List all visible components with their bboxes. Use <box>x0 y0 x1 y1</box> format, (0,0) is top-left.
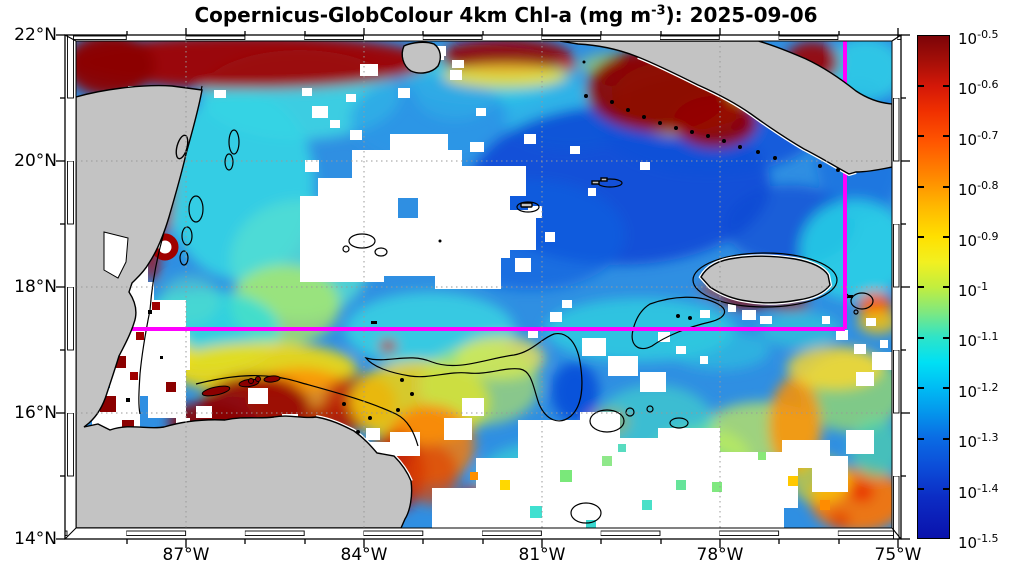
colorbar-label: 10-1.2 <box>958 380 999 401</box>
colorbar-tick <box>943 186 949 188</box>
colorbar-tick <box>918 488 924 490</box>
colorbar-tick <box>918 438 924 440</box>
lon-label-84w: 84°W <box>340 545 388 565</box>
colorbar-label: 10-1.3 <box>958 431 999 452</box>
colorbar-tick <box>918 85 924 87</box>
title-superscript: -3 <box>651 3 666 19</box>
bay-islands <box>201 375 281 397</box>
chetumal-cloud-patch <box>103 231 129 279</box>
colorbar-label: 10-0.8 <box>958 179 999 200</box>
colorbar-tick <box>943 337 949 339</box>
land-yucatan-central-america <box>76 84 413 528</box>
colorbar-tick <box>943 438 949 440</box>
lon-label-75w: 75°W <box>874 545 922 565</box>
lon-label-81w: 81°W <box>518 545 566 565</box>
colorbar-tick <box>943 135 949 137</box>
lon-label-87w: 87°W <box>162 545 210 565</box>
colorbar-tick <box>943 488 949 490</box>
axes-frame <box>56 28 910 548</box>
offshore-cays <box>342 60 853 434</box>
colorbar-tick <box>918 337 924 339</box>
land-cuba <box>559 41 892 175</box>
colorbar-tick <box>918 186 924 188</box>
title-prefix: Copernicus-GlobColour 4km Chl-a (mg m <box>194 3 652 27</box>
land-grand-cayman <box>520 202 533 208</box>
colorbar-tick <box>918 286 924 288</box>
chl-color-field <box>76 41 892 528</box>
colorbar-label: 10-0.6 <box>958 78 999 99</box>
graticule-gridlines <box>76 41 892 528</box>
colorbar-tick <box>943 387 949 389</box>
colorbar-tick <box>943 236 949 238</box>
land-isla-juventud <box>401 41 442 74</box>
land-cayman-brac <box>591 180 600 185</box>
lon-label-78w: 78°W <box>696 545 744 565</box>
colorbar-tick <box>918 236 924 238</box>
colorbar-tick <box>943 85 949 87</box>
colorbar-tick <box>943 286 949 288</box>
colorbar-label: 10-1.5 <box>958 532 999 552</box>
colorbar-label: 10-0.9 <box>958 229 999 250</box>
lat-label-22n: 22°N <box>14 25 57 45</box>
colorbar-label: 10-1.1 <box>958 330 999 351</box>
colorbar-tick <box>918 135 924 137</box>
land-jamaica <box>700 255 831 304</box>
axis-ticks <box>56 28 910 548</box>
lat-label-20n: 20°N <box>14 151 57 171</box>
lat-label-16n: 16°N <box>14 403 57 423</box>
title-suffix: ): 2025-09-06 <box>665 3 818 27</box>
colorbar-label: 10-1.4 <box>958 481 999 502</box>
land-masses <box>76 41 892 528</box>
land-little-cayman <box>600 177 608 182</box>
colorbar-label: 10-1 <box>958 280 989 300</box>
lat-label-14n: 14°N <box>14 529 57 549</box>
land-cozumel <box>175 134 189 160</box>
cloud-no-data-patches <box>92 44 892 528</box>
colorbar-label: 10-0.7 <box>958 128 999 149</box>
colorbar-tick <box>918 387 924 389</box>
figure-title: Copernicus-GlobColour 4km Chl-a (mg m-3)… <box>0 3 1012 27</box>
colorbar-label: 10-0.5 <box>958 28 999 48</box>
lat-label-18n: 18°N <box>14 277 57 297</box>
